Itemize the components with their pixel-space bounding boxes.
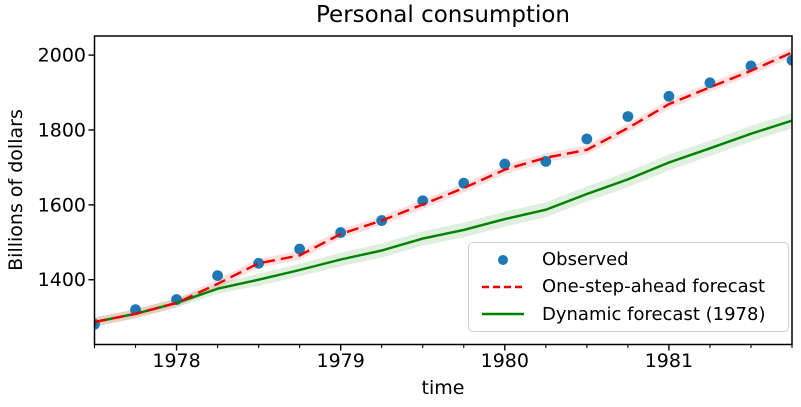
legend-label-observed: Observed [542, 249, 629, 271]
x-tick-label: 1981 [645, 350, 693, 372]
legend-label-one-step-forecast: One-step-ahead forecast [542, 276, 766, 298]
x-tick-label: 1978 [152, 350, 200, 372]
observed-point [253, 257, 265, 269]
x-axis-label: time [421, 377, 465, 399]
x-tick-label: 1980 [481, 350, 529, 372]
dashed-line-icon [477, 284, 529, 290]
dynamic-forecast-line [94, 119, 792, 324]
observed-point [294, 243, 306, 255]
observed-point [786, 54, 792, 66]
dashed-line-swatch [482, 285, 524, 289]
x-axis: 1978 1979 1980 1981 [93, 344, 793, 372]
dynamic-forecast-ci-band [94, 112, 792, 327]
y-axis: 1400 1600 1800 2000 [38, 45, 95, 291]
legend-item-dynamic-forecast: Dynamic forecast (1978) [477, 301, 780, 328]
observed-points [94, 54, 792, 330]
observed-point [499, 158, 511, 170]
y-tick-label: 1800 [38, 119, 86, 141]
legend: Observed One-step-ahead forecast Dynamic… [468, 242, 789, 332]
observed-point [212, 270, 223, 282]
y-tick-label: 2000 [38, 45, 86, 67]
confidence-bands [94, 47, 792, 327]
observed-point [581, 133, 593, 145]
observed-dot-icon [477, 254, 529, 265]
chart-title: Personal consumption [316, 2, 570, 28]
legend-item-one-step-forecast: One-step-ahead forecast [477, 273, 780, 300]
y-tick-label: 1600 [38, 194, 86, 216]
x-tick-label: 1979 [316, 350, 364, 372]
solid-line-swatch [482, 313, 524, 316]
solid-line-icon [477, 311, 529, 317]
y-tick-label: 1400 [38, 269, 86, 291]
one-step-forecast-ci-band [94, 47, 792, 327]
observed-point [622, 111, 634, 122]
axes-spines [93, 35, 793, 346]
observed-point [704, 77, 716, 89]
legend-item-observed: Observed [477, 246, 780, 273]
legend-label-dynamic-forecast: Dynamic forecast (1978) [542, 303, 766, 325]
observed-point [663, 90, 675, 102]
y-axis-label: Billions of dollars [5, 109, 27, 271]
